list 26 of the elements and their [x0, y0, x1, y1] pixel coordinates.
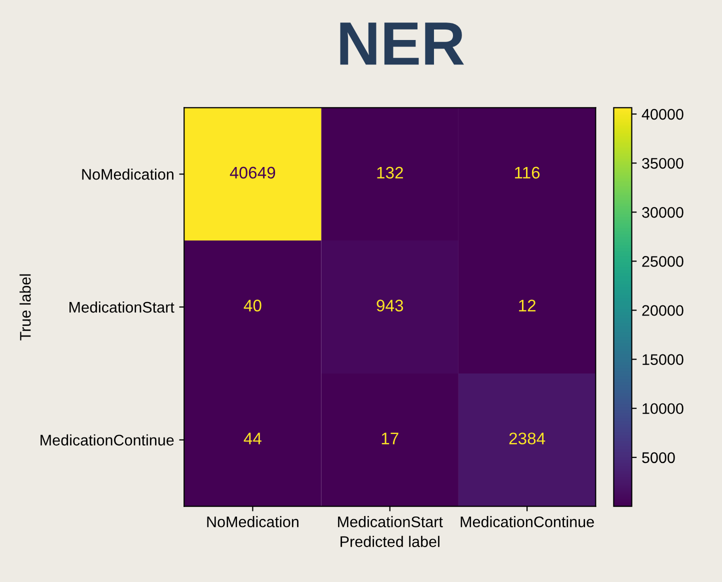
- color-bar-label: 40000: [642, 108, 684, 120]
- color-bar-label: 35000: [642, 158, 684, 169]
- data-label: 12: [519, 300, 536, 312]
- color-bar-label: 5000: [642, 452, 675, 464]
- data-label: 44: [244, 432, 262, 444]
- y-tick-label: NoMedication: [82, 168, 174, 180]
- data-label: 2384: [509, 432, 546, 444]
- x-axis-title: Predicted label: [340, 536, 440, 548]
- color-bar-label: 15000: [642, 354, 684, 365]
- data-label: 132: [377, 166, 403, 179]
- chart-title: NER: [340, 22, 464, 65]
- data-label: 943: [376, 300, 404, 312]
- data-label: 40: [244, 300, 262, 312]
- color-bar-label: 30000: [642, 207, 684, 218]
- data-label: 40649: [230, 166, 276, 179]
- x-tick-label: MedicationContinue: [460, 516, 594, 528]
- x-tick-label: NoMedication: [207, 516, 298, 528]
- color-bar-label: 10000: [642, 403, 684, 414]
- y-tick-label: MedicationStart: [70, 301, 174, 313]
- y-axis-title: True label: [20, 274, 31, 340]
- data-label: 17: [382, 432, 398, 444]
- color-bar-label: 20000: [642, 305, 684, 316]
- color-bar-label: 25000: [642, 256, 684, 267]
- y-tick-label: MedicationContinue: [40, 434, 174, 446]
- x-tick-label: MedicationStart: [338, 516, 443, 528]
- data-label: 116: [515, 166, 540, 179]
